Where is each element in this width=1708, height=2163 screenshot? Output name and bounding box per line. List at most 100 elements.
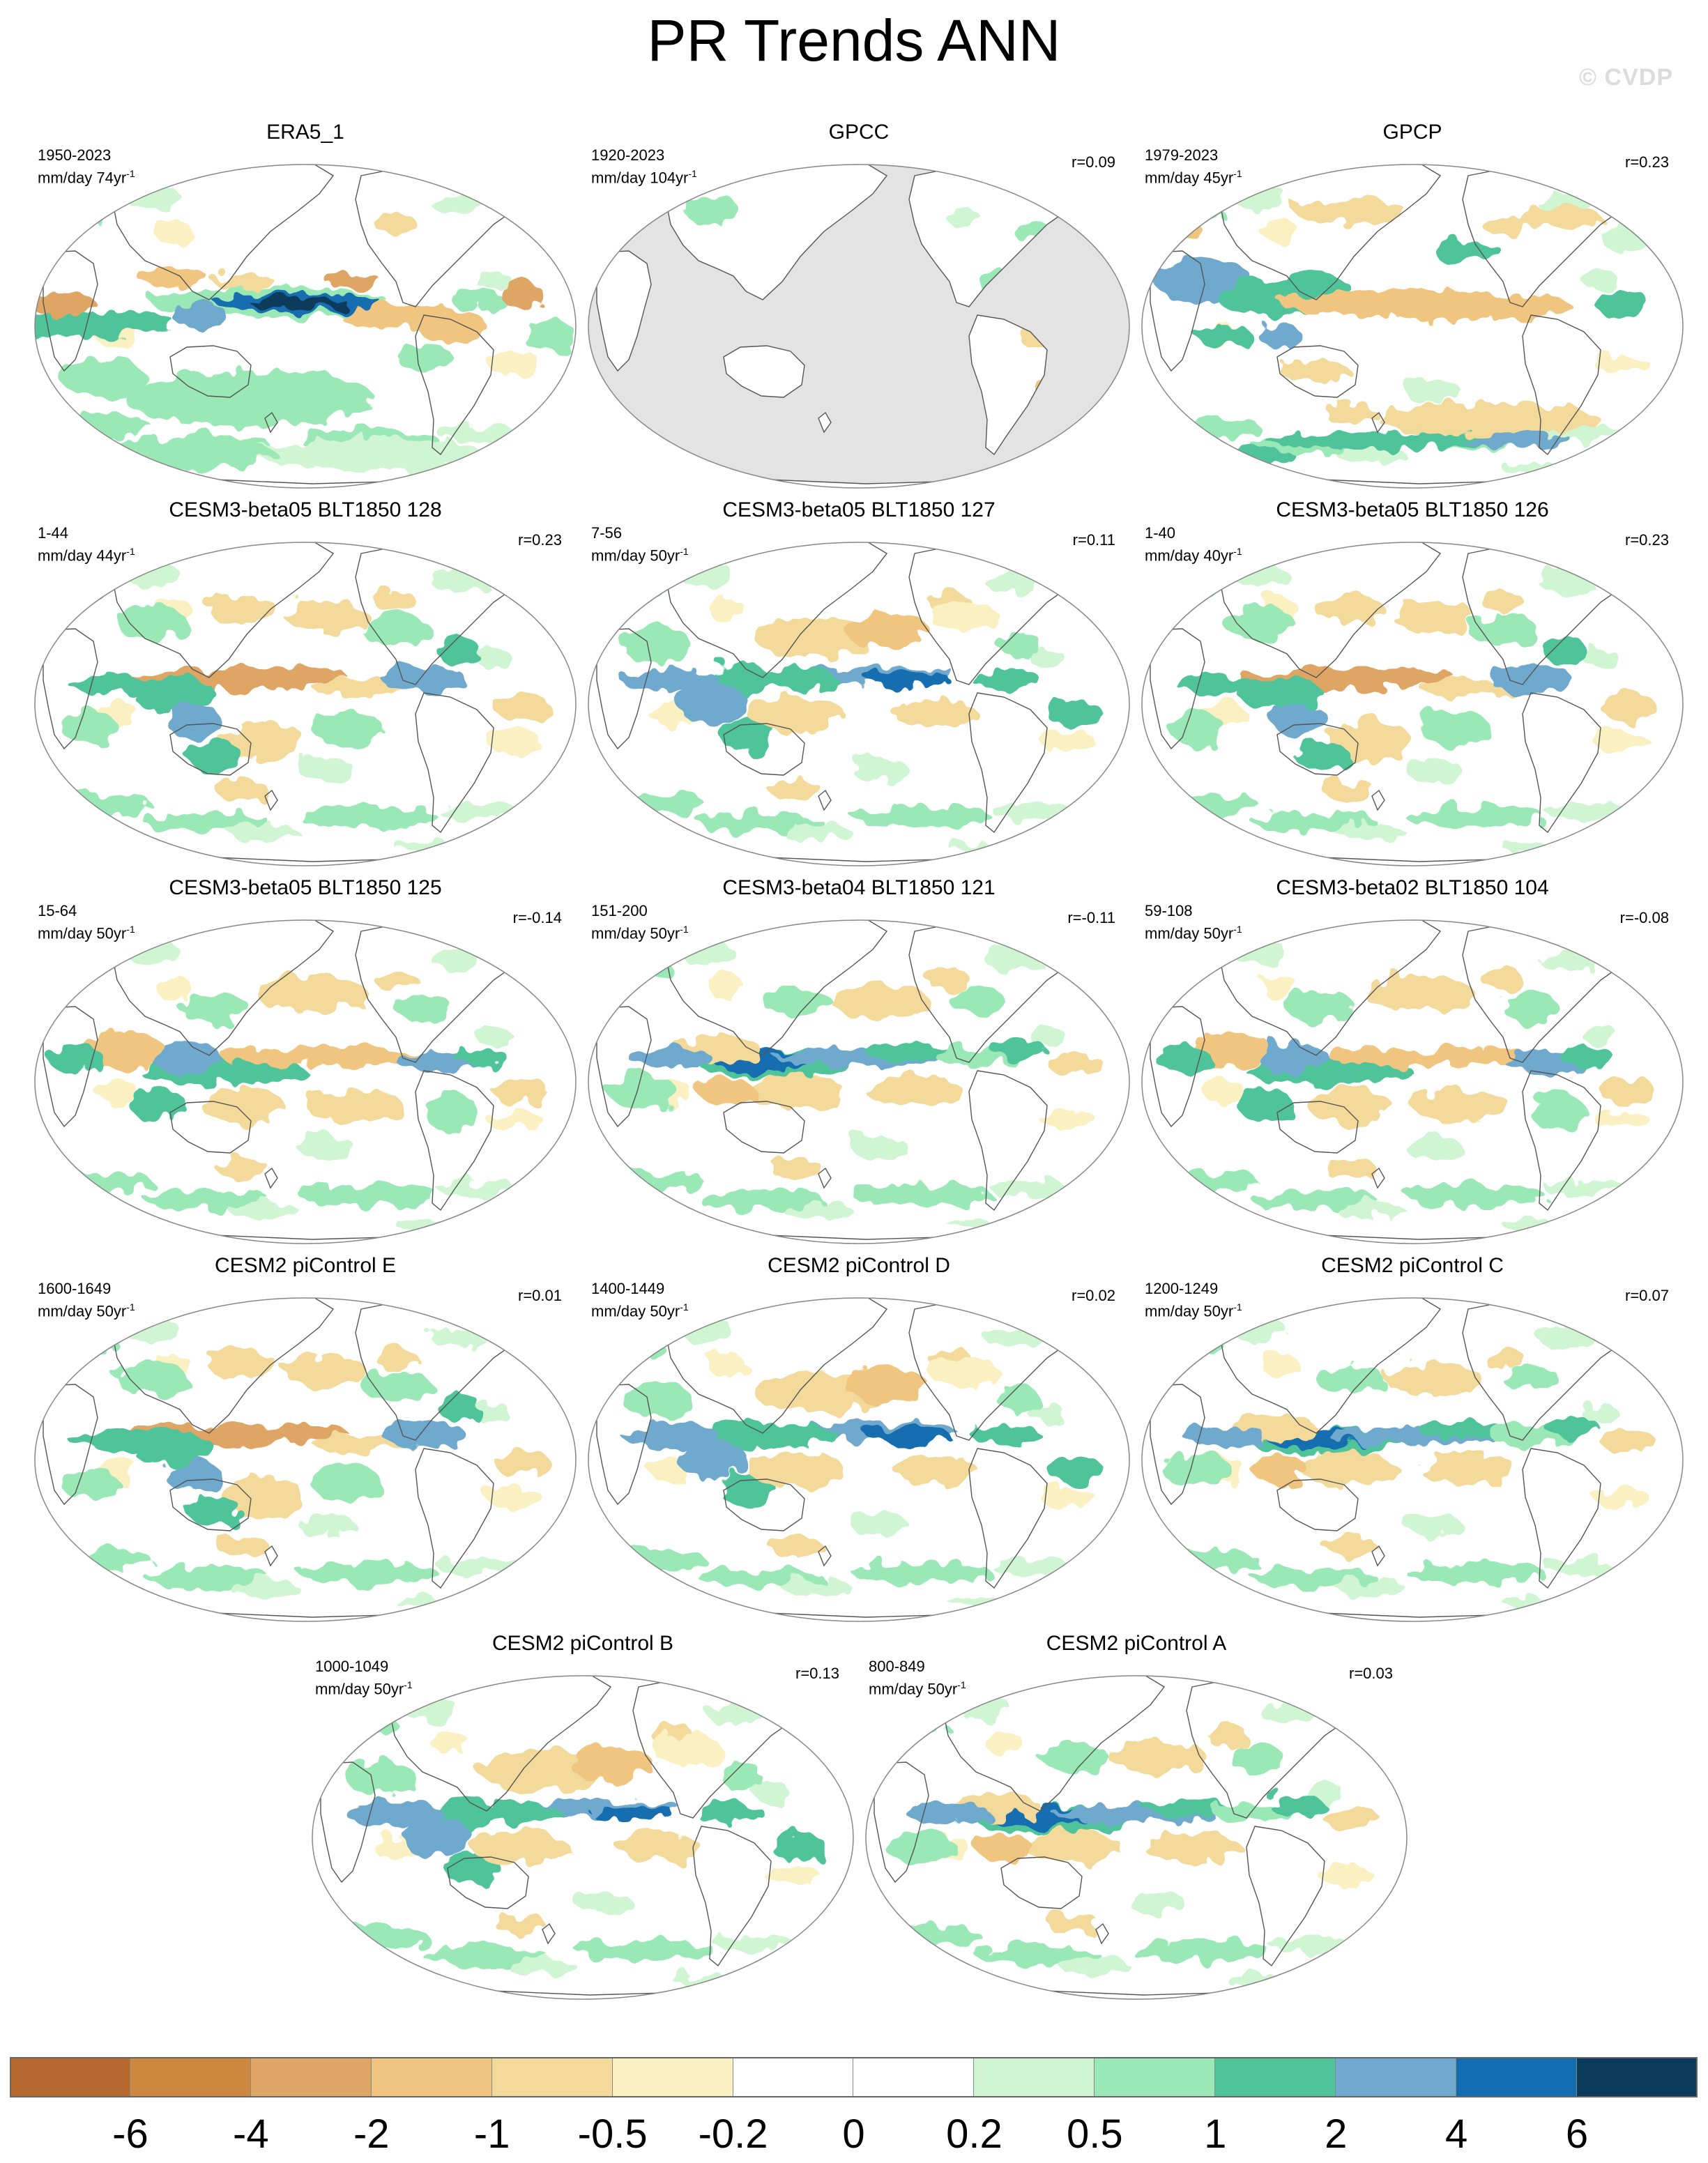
trend-region (950, 1598, 1005, 1609)
trend-region (1040, 732, 1096, 751)
trend-region (1294, 198, 1405, 223)
colorbar-frame (10, 2057, 1698, 2097)
coastline-nz (264, 1545, 278, 1567)
coastline-sAmerica (968, 314, 1048, 456)
map-canvas (34, 164, 577, 489)
trend-region (1306, 1782, 1343, 1801)
trend-region (1040, 1488, 1096, 1507)
trend-region (630, 955, 669, 977)
coastline-australia (1276, 345, 1359, 398)
trend-region (298, 806, 438, 828)
trend-region (1419, 710, 1489, 746)
trend-region (1357, 669, 1454, 683)
trend-region (332, 1927, 429, 1949)
coastline-asia (664, 542, 888, 678)
coastline-nz (542, 1923, 556, 1945)
trend-region (1262, 1352, 1298, 1377)
map-canvas (588, 164, 1130, 489)
trend-region (576, 1890, 632, 1916)
colorbar-tick-label: -4 (233, 2111, 269, 2157)
trend-region (1287, 993, 1357, 1023)
trend-region (1489, 294, 1573, 322)
coastline-sAmerica (692, 1826, 772, 1967)
trend-region (1129, 1939, 1269, 1962)
trend-region (361, 1370, 431, 1401)
trend-region (1262, 975, 1298, 1000)
trend-region (1433, 243, 1503, 262)
trend-region (754, 1423, 838, 1446)
trend-region (1325, 1808, 1380, 1830)
map-panel: CESM2 piControl A 800-849 mm/day 50yr-1 r=0… (864, 1632, 1408, 2015)
trend-region (1405, 1513, 1461, 1538)
trend-region (1482, 1347, 1524, 1369)
trend-region (1405, 1184, 1545, 1206)
colorbar-swatch (10, 2057, 130, 2097)
map-panel: CESM2 piControl C 1200-1249 mm/day 50yr-1 r… (1141, 1254, 1684, 1637)
trend-region (678, 685, 747, 724)
coastline-africa (596, 1006, 652, 1128)
units-exponent: -1 (680, 924, 689, 935)
trend-region (708, 1352, 745, 1377)
trend-region (298, 1135, 354, 1160)
panel-units: mm/day 40yr-1 (1145, 546, 1242, 565)
trend-region (229, 1580, 298, 1596)
coastline-australia (723, 1101, 805, 1154)
coastline-africa (43, 250, 98, 372)
trend-region (1161, 1453, 1231, 1486)
units-exponent: -1 (957, 1679, 966, 1690)
trend-region (47, 1044, 103, 1072)
map-panel: CESM3-beta05 BLT1850 126 1-40 mm/day 40yr-… (1141, 498, 1684, 881)
trend-region (1405, 806, 1545, 828)
trend-region (1583, 1026, 1619, 1046)
trend-region (1419, 1422, 1503, 1439)
coastline-australia (169, 723, 252, 776)
panel-title: CESM3-beta05 BLT1850 128 (169, 498, 442, 521)
trend-region (852, 757, 908, 782)
trend-region (866, 671, 950, 687)
coastline-asia (111, 542, 335, 678)
panel-correlation: r=-0.14 (512, 909, 562, 926)
panel-title: ERA5_1 (266, 121, 344, 144)
trend-region (1489, 665, 1573, 693)
panel-correlation: r=0.02 (1072, 1287, 1115, 1304)
trend-region (1019, 322, 1061, 350)
panel-units: mm/day 104yr-1 (591, 168, 697, 187)
panel-title: CESM2 piControl A (1046, 1632, 1227, 1655)
trend-region (124, 371, 375, 427)
panel-correlation: r=0.07 (1625, 1287, 1669, 1304)
panel-title: CESM3-beta05 BLT1850 127 (722, 498, 996, 521)
trend-region (173, 304, 229, 329)
trend-region (1231, 1317, 1287, 1343)
trend-region (1336, 1580, 1405, 1596)
trend-region (396, 1598, 452, 1609)
trend-region (396, 1220, 452, 1231)
trend-region (685, 197, 740, 224)
trend-region (402, 1818, 471, 1857)
trend-region (1161, 222, 1203, 241)
map-canvas (588, 919, 1130, 1244)
trend-region (991, 1040, 1047, 1060)
colorbar-swatch (612, 2057, 733, 2097)
trend-region (89, 311, 173, 330)
coastline-sAmerica (1522, 1448, 1601, 1589)
trend-region (1405, 757, 1461, 782)
coastline-nz (818, 411, 832, 434)
colorbar (10, 2057, 1698, 2100)
coastline-asia (1218, 1298, 1442, 1434)
panel-units: mm/day 74yr-1 (38, 168, 135, 187)
trend-region (1029, 1026, 1065, 1046)
panel-units: mm/day 50yr-1 (38, 924, 135, 942)
trend-region (201, 1087, 284, 1124)
trend-region (417, 309, 487, 343)
coastline-africa (596, 628, 652, 750)
units-exponent: -1 (1233, 168, 1242, 179)
trend-region (678, 1317, 733, 1343)
trend-region (1601, 1430, 1656, 1453)
coastline-sAmerica (1522, 692, 1601, 834)
trend-region (326, 275, 382, 289)
trend-region (950, 842, 1005, 853)
trend-region (576, 1939, 715, 1962)
panel-correlation: r=-0.08 (1619, 909, 1669, 926)
coastline-asia (1218, 165, 1442, 300)
trend-region (382, 665, 466, 693)
